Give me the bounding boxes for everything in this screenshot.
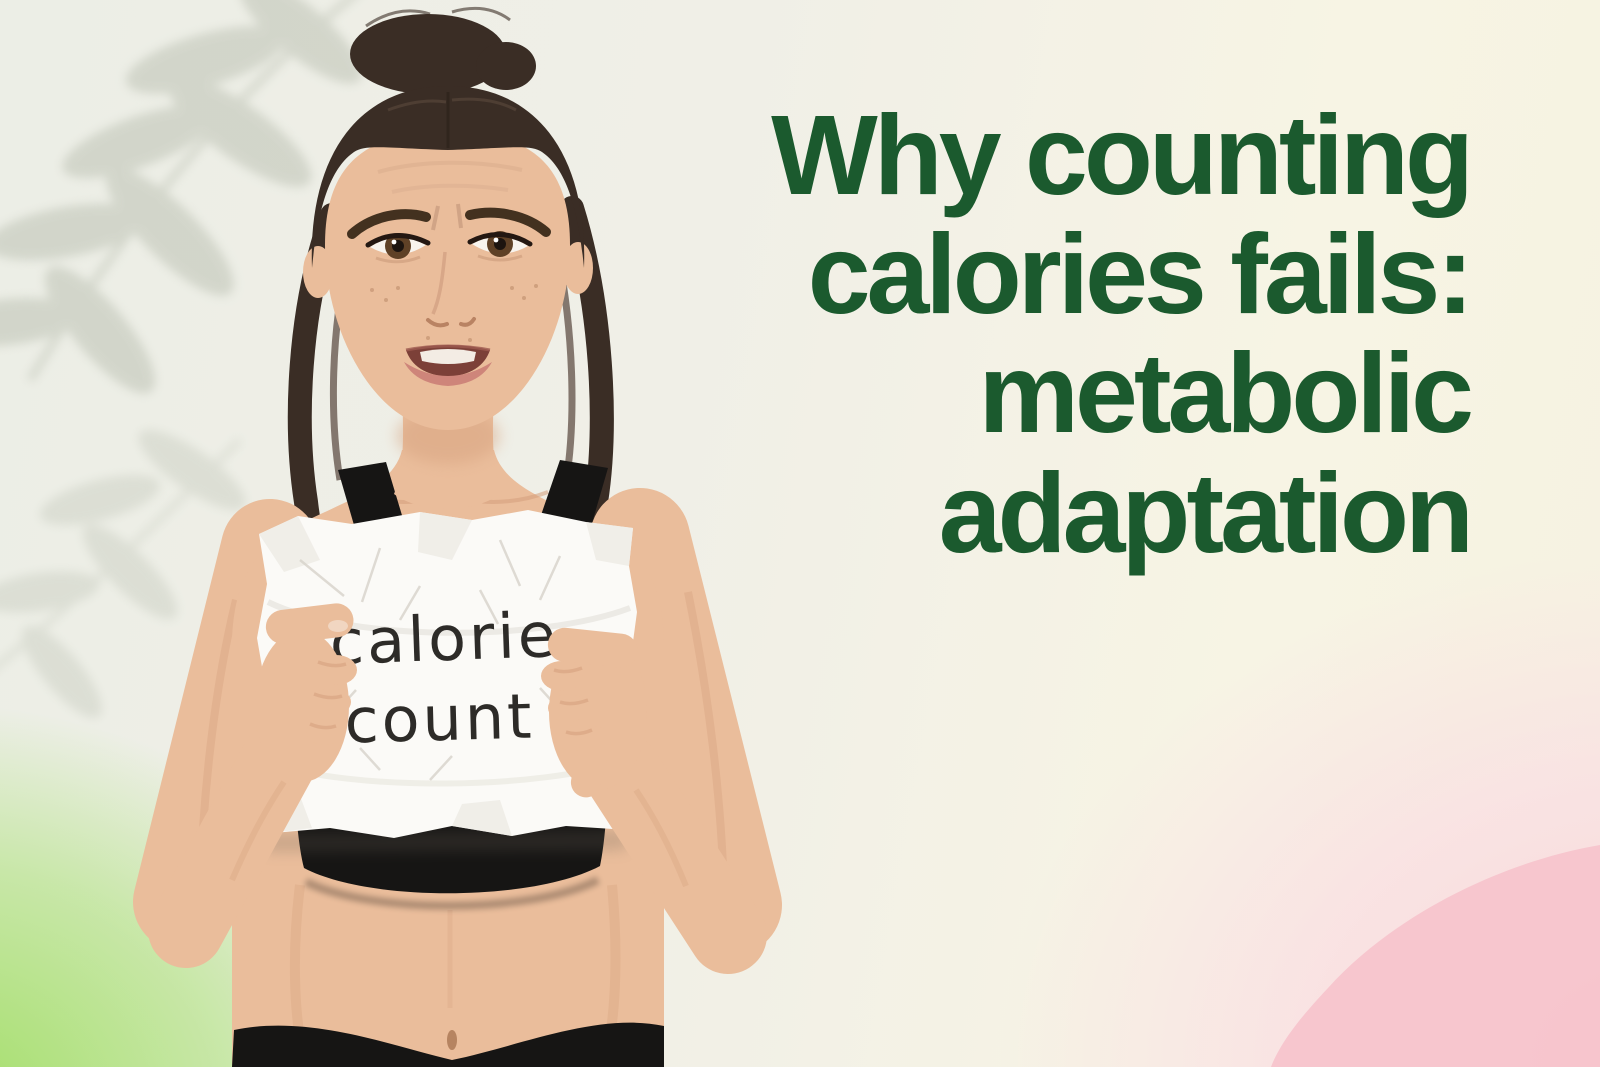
nose [426,251,476,328]
leaf-shadow-small-icon [0,429,246,719]
headline-line-4: adaptation [938,449,1474,576]
leaf-shadow-icon [0,0,362,394]
left-hand [255,603,357,782]
right-eye [467,231,533,262]
right-eyebrow [465,207,551,237]
right-ear [563,242,593,294]
headline: Why counting calories fails: metabolic a… [650,92,1474,576]
leggings [232,1022,664,1067]
headline-line-3: metabolic [978,330,1474,457]
pink-blob [1271,845,1600,1067]
mouth [404,344,492,386]
sign-paper: calorie count [257,510,638,852]
navel [447,1030,457,1050]
sign-text-line1: calorie [328,598,560,679]
hair-bun [350,14,506,94]
freckles [370,284,538,342]
left-eye [365,232,431,264]
head [303,6,593,509]
right-hand [541,627,647,798]
face [325,132,570,430]
sign-text-line2: count [344,680,536,758]
headline-line-1: Why counting [771,92,1474,218]
forearms [148,724,767,974]
hair-front [311,86,585,268]
left-eyebrow [347,209,431,239]
headline-line-2: calories fails: [807,211,1474,338]
